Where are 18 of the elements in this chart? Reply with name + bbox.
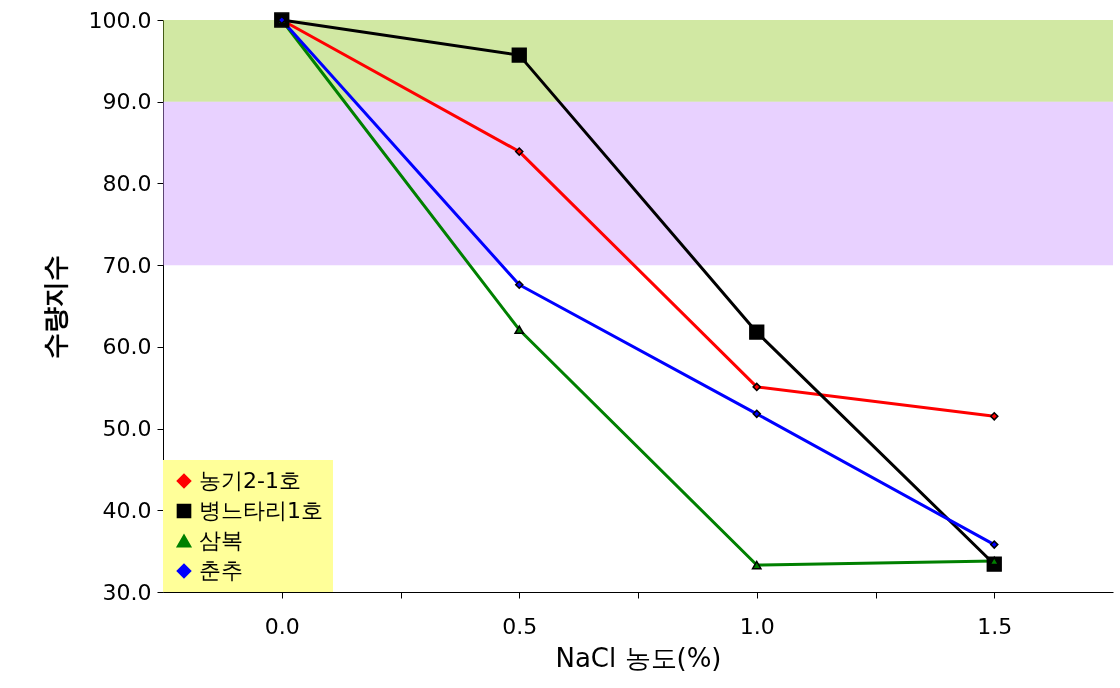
y-tick-label: 60.0	[102, 334, 152, 360]
y-tick-label: 100.0	[88, 7, 152, 33]
x-tick-label: 0.5	[502, 613, 538, 639]
x-tick-label: 1.0	[739, 613, 775, 639]
y-tick-label: 40.0	[102, 497, 152, 523]
y-tick-label: 80.0	[102, 170, 152, 196]
legend-label: 병느타리1호	[199, 498, 323, 523]
y-tick-label: 70.0	[102, 252, 152, 278]
x-tick-label: 0.0	[264, 613, 300, 639]
x-axis-title: NaCl 농도(%)	[555, 642, 722, 673]
y-tick-label: 30.0	[102, 579, 152, 605]
legend-label: 삼복	[199, 528, 243, 553]
legend-label: 춘추	[199, 558, 243, 583]
x-tick-label: 1.5	[977, 613, 1013, 639]
y-tick-label: 90.0	[102, 89, 152, 115]
y-tick-label: 50.0	[102, 416, 152, 442]
y-axis-title: 수량지수	[39, 254, 70, 359]
legend-label: 농기2-1호	[199, 468, 301, 493]
